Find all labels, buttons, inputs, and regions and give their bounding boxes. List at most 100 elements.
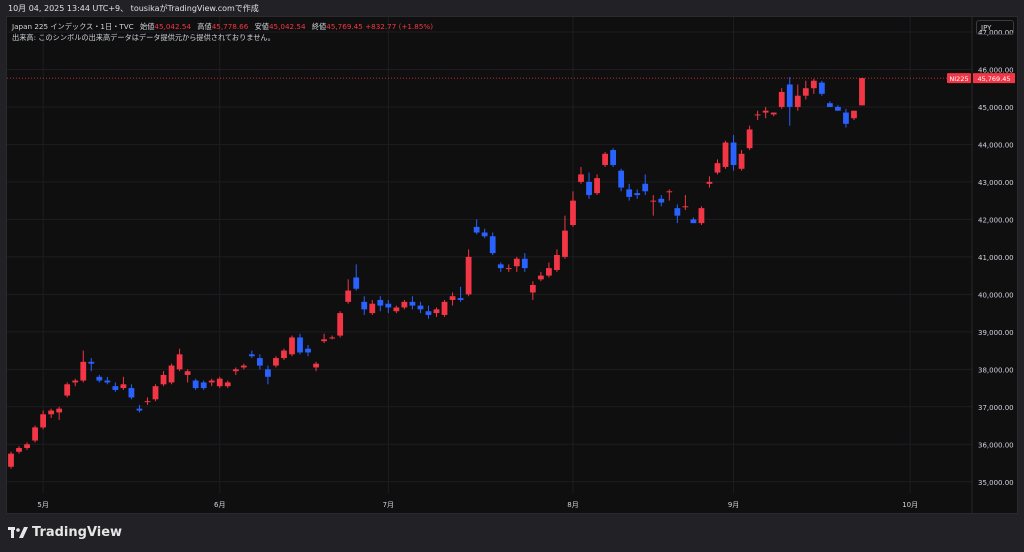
y-tick-label: 44,000.00	[978, 141, 1014, 149]
candle-body	[714, 163, 721, 173]
candle-body	[192, 380, 199, 389]
candle-body	[184, 371, 191, 375]
candle-body	[698, 208, 705, 224]
candle-body	[433, 309, 440, 314]
candle-body	[562, 230, 568, 257]
chart-panel[interactable]	[6, 16, 1018, 514]
candle-body	[297, 337, 303, 353]
caption-text: 10月 04, 2025 13:44 UTC+9、 tousikaがTradin…	[8, 4, 259, 13]
candle-body	[730, 142, 737, 166]
candle-body	[610, 150, 617, 166]
candle-body	[80, 361, 87, 381]
candle-body	[289, 337, 295, 355]
candle-body	[176, 354, 183, 370]
candle-body	[40, 414, 47, 428]
candle-body	[794, 95, 801, 107]
candle-body	[224, 382, 231, 387]
top-caption-bar: 10月 04, 2025 13:44 UTC+9、 tousikaがTradin…	[0, 0, 1024, 17]
high-label: 高値	[197, 22, 212, 31]
candle-body	[144, 401, 151, 403]
candle-body	[361, 301, 368, 310]
symbol-marker: NI225	[949, 75, 968, 83]
candle-body	[313, 363, 319, 368]
close-value: 45,769.45	[326, 22, 363, 31]
candle-body	[232, 369, 239, 372]
candle-body	[762, 110, 769, 113]
price-marker-bg	[973, 73, 1015, 84]
y-tick-label: 43,000.00	[978, 179, 1014, 187]
candle-body	[843, 112, 849, 124]
candle-body	[554, 255, 560, 270]
candle-body	[481, 232, 488, 237]
price-marker: 45,769.45	[977, 75, 1010, 83]
candle-body	[778, 91, 785, 107]
candle-body	[634, 193, 641, 196]
candle-body	[120, 384, 127, 389]
open-value: 45,042.54	[154, 22, 191, 31]
candle-body	[810, 80, 817, 89]
candle-body	[674, 208, 681, 216]
currency-button[interactable]: JPY	[976, 20, 1014, 35]
candle-body	[835, 106, 841, 111]
candle-body	[377, 299, 384, 306]
candle-body	[457, 298, 464, 300]
candle-body	[570, 200, 576, 226]
candle-body	[770, 112, 777, 115]
x-tick-label: 5月	[37, 501, 48, 509]
candle-body	[72, 380, 79, 383]
candle-body	[529, 284, 536, 293]
candle-body	[56, 408, 63, 413]
candle-body	[851, 110, 857, 119]
low-value: 45,042.54	[268, 22, 306, 31]
candle-body	[353, 277, 360, 289]
candle-body	[802, 88, 809, 96]
candle-body	[650, 200, 657, 202]
candle-body	[369, 303, 376, 314]
y-tick-label: 46,000.00	[978, 66, 1014, 74]
candle-body	[64, 384, 71, 396]
y-tick-label: 47,000.00	[978, 29, 1014, 37]
candle-body	[48, 410, 55, 415]
candle-body	[88, 361, 95, 364]
candle-body	[618, 170, 625, 188]
x-tick-label: 8月	[567, 501, 578, 509]
candle-body	[128, 388, 135, 398]
candle-body	[281, 350, 287, 359]
candle-body	[594, 178, 600, 194]
candle-body	[240, 365, 247, 368]
candle-body	[248, 354, 255, 357]
candle-body	[754, 114, 761, 116]
candle-body	[658, 198, 665, 203]
candle-body	[329, 337, 336, 339]
candle-body	[16, 448, 22, 452]
candle-body	[256, 358, 263, 366]
candle-body	[473, 226, 480, 233]
candle-body	[160, 374, 167, 385]
candlestick-chart[interactable]: 35,000.00 36,000.00 37,000.00 38,000.00 39,0…	[0, 0, 1024, 514]
change-value: +832.77 (+1.85%)	[365, 22, 434, 31]
candle-body	[537, 275, 544, 280]
candle-body	[706, 181, 713, 184]
candle-body	[682, 206, 689, 208]
candle-body	[666, 191, 673, 193]
candle-body	[24, 444, 30, 449]
candle-body	[8, 453, 14, 467]
candle-body	[818, 82, 825, 94]
tradingview-logo[interactable]: TradingView	[8, 525, 122, 540]
candle-body	[513, 258, 520, 267]
symbol-marker-bg	[947, 73, 971, 84]
candle-body	[602, 153, 608, 166]
candle-body	[401, 301, 408, 308]
x-tick-label: 7月	[383, 501, 394, 509]
candle-body	[425, 311, 432, 315]
candle-body	[859, 78, 865, 106]
candle-body	[690, 219, 697, 224]
y-tick-label: 45,000.00	[978, 104, 1014, 112]
high-value: 45,778.66	[211, 22, 249, 31]
candle-body	[168, 365, 175, 383]
candle-body	[32, 427, 38, 441]
y-tick-label: 40,000.00	[978, 291, 1014, 299]
candle-body	[738, 153, 745, 169]
x-tick-label: 9月	[728, 501, 739, 509]
brand-name: TradingView	[32, 525, 123, 540]
